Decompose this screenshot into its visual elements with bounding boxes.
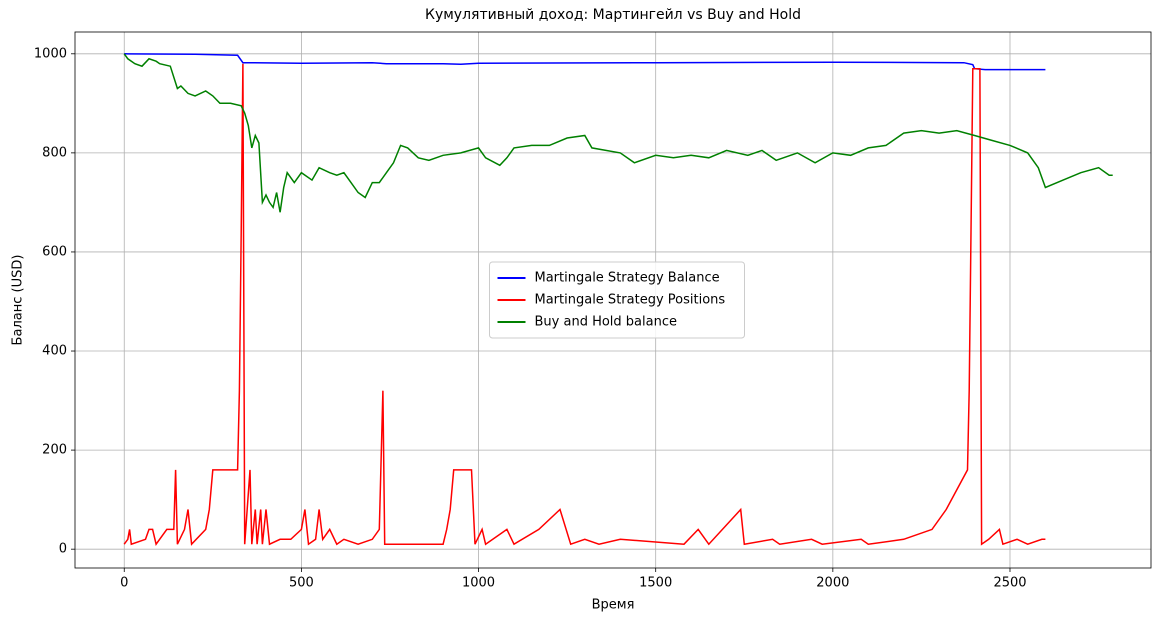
x-tick-label: 0 (120, 576, 128, 591)
series-line (124, 53, 1046, 71)
series-line (123, 53, 1113, 213)
y-tick-label: 800 (42, 145, 67, 160)
y-tick-label: 600 (42, 244, 67, 259)
legend-label: Buy and Hold balance (535, 315, 677, 330)
x-tick-label: 1500 (639, 576, 672, 591)
x-axis-label: Время (592, 598, 635, 613)
chart-title: Кумулятивный доход: Мартингейл vs Buy an… (425, 7, 801, 23)
x-tick-label: 2500 (993, 576, 1026, 591)
plot-frame (74, 31, 1152, 569)
y-axis-label: Баланс (USD) (11, 255, 26, 346)
legend: Martingale Strategy Balance Martingale St… (489, 261, 745, 339)
legend-box (489, 261, 745, 339)
x-tick-label: 1000 (462, 576, 495, 591)
y-tick-label: 400 (42, 344, 67, 359)
x-tick-label: 2000 (816, 576, 849, 591)
series-line (123, 63, 1046, 546)
y-tick-label: 0 (59, 542, 67, 557)
legend-label: Martingale Strategy Balance (535, 271, 720, 286)
y-tick-label: 1000 (34, 46, 67, 61)
y-tick-label: 200 (42, 443, 67, 458)
x-tick-label: 500 (289, 576, 314, 591)
legend-label: Martingale Strategy Positions (535, 293, 726, 308)
